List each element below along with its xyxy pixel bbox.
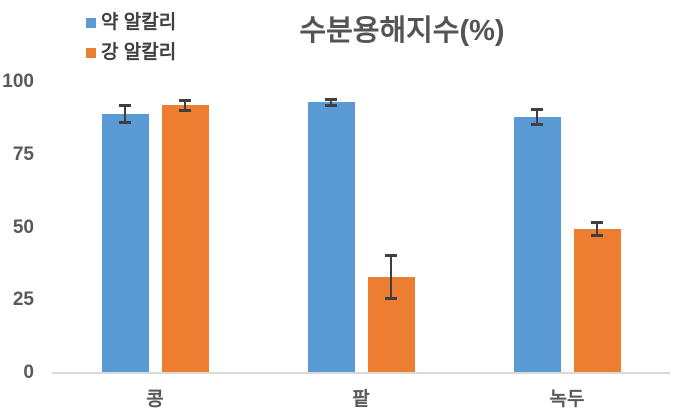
error-bar-cap — [325, 97, 337, 101]
error-bar-cap — [325, 103, 337, 107]
error-bar-line — [184, 100, 186, 111]
bar-series0-cat0 — [101, 114, 149, 372]
error-bar-cap — [119, 121, 131, 125]
y-axis-tick-label: 25 — [12, 289, 34, 311]
y-axis-tick-label: 0 — [23, 362, 34, 383]
legend-item-weak-alkali: 약 알칼리 — [86, 13, 176, 33]
error-bar-line — [536, 109, 538, 125]
error-bar-cap — [591, 234, 603, 238]
chart-title: 수분용해지수(%) — [299, 15, 505, 47]
bar-series1-cat2 — [573, 228, 621, 372]
legend-label-strong-alkali: 강 알칼리 — [101, 42, 177, 63]
legend-item-strong-alkali: 강 알칼리 — [86, 43, 176, 63]
legend-swatch-strong-alkali — [86, 48, 96, 58]
x-axis-line — [52, 372, 670, 374]
legend-label-weak-alkali: 약 알칼리 — [101, 12, 177, 33]
error-bar-cap — [179, 98, 191, 102]
error-bar-line — [596, 222, 598, 236]
error-bar-cap — [179, 108, 191, 112]
bar-series0-cat2 — [513, 116, 561, 372]
error-bar-line — [390, 255, 392, 299]
bar-series0-cat1 — [307, 102, 355, 372]
error-bar-cap — [385, 253, 397, 257]
y-axis-tick-label: 100 — [2, 71, 34, 92]
error-bar-cap — [119, 103, 131, 107]
y-axis-tick-label: 50 — [12, 216, 34, 238]
y-axis-tick-label: 75 — [12, 143, 34, 165]
error-bar-line — [330, 99, 332, 106]
error-bar-cap — [385, 297, 397, 301]
error-bar-cap — [531, 108, 543, 112]
bar-series1-cat0 — [161, 105, 209, 372]
error-bar-line — [124, 105, 126, 123]
x-axis-category-label: 팥 — [352, 389, 370, 410]
legend: 약 알칼리 강 알칼리 — [86, 13, 176, 73]
legend-swatch-weak-alkali — [86, 18, 96, 28]
x-axis-category-label: 콩 — [146, 389, 164, 410]
error-bar-cap — [531, 122, 543, 126]
error-bar-cap — [591, 220, 603, 224]
x-axis-category-label: 녹두 — [549, 389, 585, 410]
